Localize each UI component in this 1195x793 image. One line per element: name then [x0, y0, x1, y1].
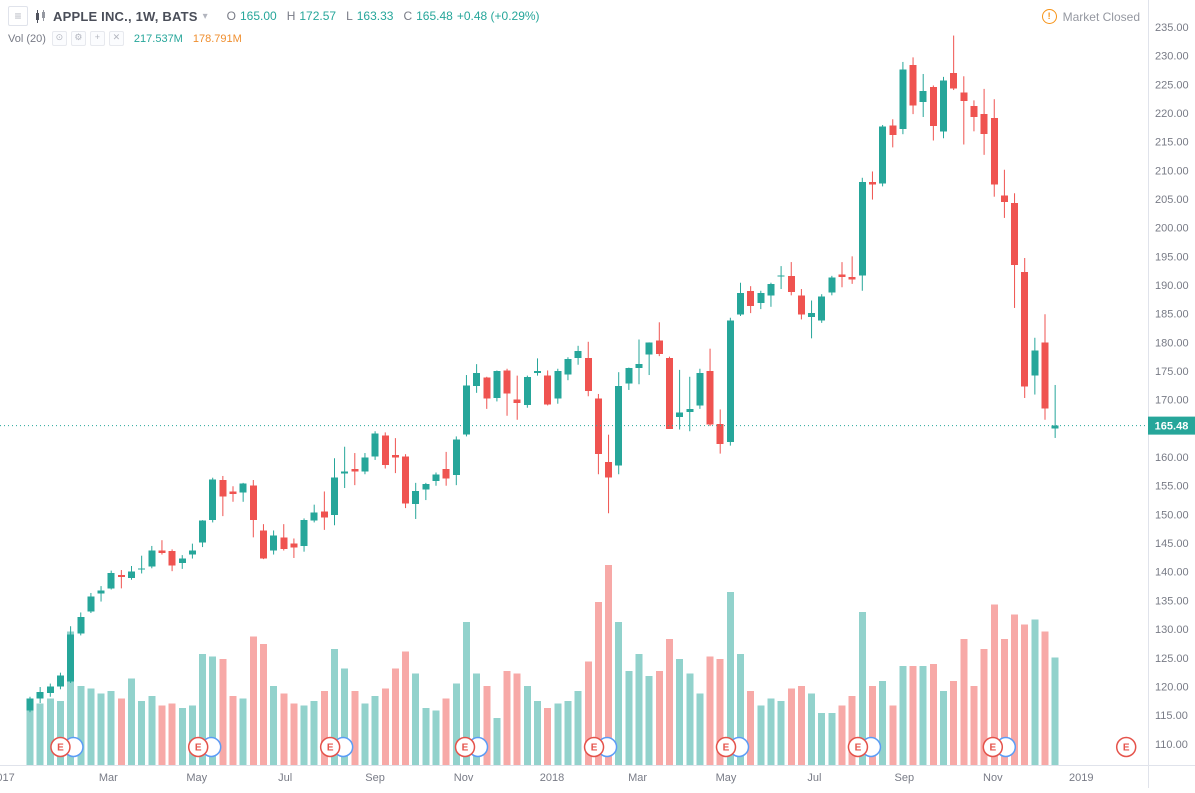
- svg-text:E: E: [57, 743, 64, 754]
- svg-text:200.00: 200.00: [1155, 223, 1189, 235]
- svg-text:Sep: Sep: [895, 772, 915, 784]
- svg-text:E: E: [327, 743, 334, 754]
- market-status-badge: ! Market Closed: [1041, 9, 1140, 24]
- close-label: C: [403, 9, 413, 23]
- low-value: 163.33: [356, 9, 394, 23]
- svg-text:May: May: [716, 772, 737, 784]
- low-label: L: [346, 9, 353, 23]
- alert-icon: !: [1041, 9, 1057, 24]
- svg-text:145.00: 145.00: [1155, 538, 1189, 550]
- earnings-marker[interactable]: [847, 736, 869, 758]
- open-label: O: [226, 9, 236, 23]
- svg-text:120.00: 120.00: [1155, 681, 1189, 693]
- svg-text:180.00: 180.00: [1155, 337, 1189, 349]
- earnings-marker[interactable]: [1115, 736, 1137, 758]
- symbol-title[interactable]: APPLE INC., 1W, BATS: [53, 8, 198, 24]
- market-status-text: Market Closed: [1062, 9, 1140, 24]
- candles-layer: [26, 35, 1059, 713]
- volume-ma-value: 178.791M: [192, 32, 242, 45]
- earnings-marker[interactable]: [454, 736, 476, 758]
- svg-text:150.00: 150.00: [1155, 509, 1189, 521]
- svg-text:190.00: 190.00: [1155, 280, 1189, 292]
- svg-text:155.00: 155.00: [1155, 481, 1189, 493]
- svg-text:2019: 2019: [1069, 772, 1093, 784]
- svg-text:130.00: 130.00: [1155, 624, 1189, 636]
- high-label: H: [286, 9, 296, 23]
- svg-text:135.00: 135.00: [1155, 595, 1189, 607]
- svg-text:195.00: 195.00: [1155, 251, 1189, 263]
- earnings-marker[interactable]: [982, 736, 1004, 758]
- open-value: 165.00: [239, 9, 277, 23]
- svg-text:110.00: 110.00: [1155, 739, 1188, 751]
- svg-text:Mar: Mar: [99, 772, 118, 784]
- svg-text:230.00: 230.00: [1155, 51, 1189, 63]
- eye-icon[interactable]: ⊙: [51, 31, 67, 46]
- svg-text:Nov: Nov: [983, 772, 1003, 784]
- earnings-marker[interactable]: [187, 736, 209, 758]
- last-price-tag: 165.48: [1148, 416, 1195, 435]
- svg-text:215.00: 215.00: [1155, 137, 1189, 149]
- volume-indicator-row: Vol (20) ⊙ ⚙ + ✕ 217.537M 178.791M: [8, 31, 540, 46]
- price-axis[interactable]: 110.00 115.00 120.00 125.00 130.00 135.00 140.…: [1148, 0, 1189, 788]
- svg-text:170.00: 170.00: [1155, 395, 1189, 407]
- svg-text:205.00: 205.00: [1155, 194, 1189, 206]
- svg-text:Jul: Jul: [278, 772, 292, 784]
- plus-icon[interactable]: +: [89, 31, 105, 46]
- svg-text:Nov: Nov: [454, 772, 474, 784]
- svg-text:E: E: [855, 743, 862, 754]
- close-icon[interactable]: ✕: [108, 31, 124, 46]
- volume-indicator-label[interactable]: Vol (20): [8, 32, 46, 45]
- svg-text:Mar: Mar: [628, 772, 647, 784]
- earnings-marker[interactable]: [319, 736, 341, 758]
- svg-text:E: E: [462, 743, 469, 754]
- earnings-marker[interactable]: [50, 736, 71, 758]
- svg-text:210.00: 210.00: [1155, 165, 1189, 177]
- candlestick-style-icon[interactable]: [33, 9, 48, 24]
- legend: ≡ APPLE INC., 1W, BATS ▾ O 165.00 H 172.57…: [8, 6, 540, 46]
- svg-text:E: E: [723, 743, 730, 754]
- svg-text:Sep: Sep: [365, 772, 385, 784]
- svg-text:235.00: 235.00: [1155, 22, 1189, 34]
- svg-text:125.00: 125.00: [1155, 653, 1189, 665]
- svg-text:E: E: [1123, 743, 1130, 754]
- volume-value: 217.537M: [133, 32, 183, 45]
- svg-text:185.00: 185.00: [1155, 309, 1189, 321]
- svg-text:165.48: 165.48: [1155, 421, 1189, 433]
- earnings-marker[interactable]: [715, 736, 737, 758]
- svg-text:160.00: 160.00: [1155, 452, 1189, 464]
- high-value: 172.57: [299, 9, 337, 23]
- svg-text:225.00: 225.00: [1155, 79, 1189, 91]
- svg-text:Jul: Jul: [807, 772, 821, 784]
- svg-text:115.00: 115.00: [1155, 710, 1188, 722]
- gear-icon[interactable]: ⚙: [70, 31, 86, 46]
- svg-text:E: E: [591, 743, 598, 754]
- svg-text:2018: 2018: [540, 772, 564, 784]
- svg-text:E: E: [195, 743, 202, 754]
- svg-text:175.00: 175.00: [1155, 366, 1189, 378]
- svg-text:May: May: [186, 772, 207, 784]
- chevron-down-icon[interactable]: ▾: [202, 10, 208, 22]
- close-value: 165.48: [416, 9, 453, 23]
- svg-text:140.00: 140.00: [1155, 567, 1189, 579]
- svg-text:2017: 2017: [0, 772, 15, 784]
- symbol-row: ≡ APPLE INC., 1W, BATS ▾ O 165.00 H 172.57…: [8, 6, 540, 26]
- svg-text:E: E: [989, 743, 996, 754]
- change-value: +0.48 (+0.29%): [456, 9, 540, 23]
- time-axis[interactable]: 2017 Mar May Jul Sep Nov 2018 Mar May Jul Sep Nov 20…: [0, 765, 1195, 785]
- volume-pane: [26, 565, 1059, 765]
- earnings-marker[interactable]: [583, 736, 605, 758]
- ohlc-values: O 165.00 H 172.57 L 163.33 C 165.48 +0.48 (+…: [221, 9, 540, 23]
- menu-icon[interactable]: ≡: [8, 6, 28, 26]
- svg-text:220.00: 220.00: [1155, 108, 1189, 120]
